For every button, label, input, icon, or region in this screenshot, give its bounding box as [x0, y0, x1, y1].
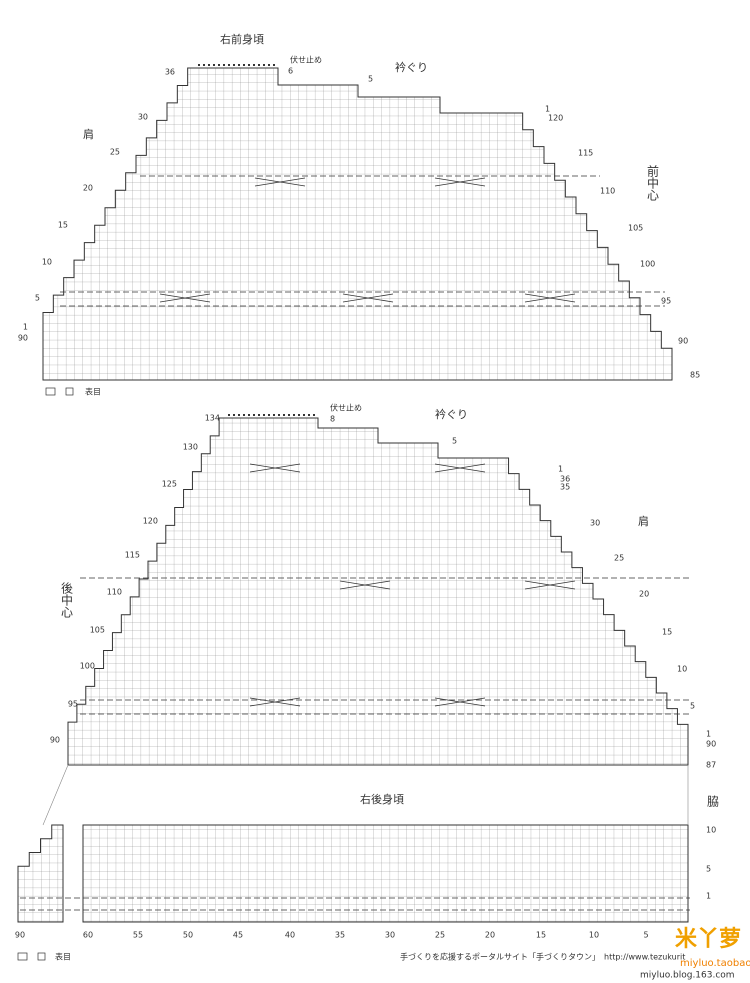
- row-label: 100: [640, 260, 655, 269]
- row-label: 1: [706, 730, 711, 739]
- row-label: 36: [165, 68, 175, 77]
- row-label: 45: [233, 931, 243, 940]
- legend-label: 表目: [55, 952, 71, 962]
- cross-mark: [254, 177, 306, 187]
- row-label: 110: [107, 588, 122, 597]
- row-label: 36: [560, 475, 570, 484]
- row-label: 25: [435, 931, 445, 940]
- row-label: 1: [706, 892, 711, 901]
- row-label: 20: [485, 931, 495, 940]
- row-label: 5: [368, 75, 373, 84]
- legend-symbol: [65, 387, 74, 396]
- row-label: 1: [558, 465, 563, 474]
- grid-shapes: [17, 64, 690, 923]
- row-label: 5: [643, 931, 648, 940]
- row-label: 90: [678, 337, 688, 346]
- row-label: 50: [183, 931, 193, 940]
- front-bind-off: 伏せ止め: [290, 55, 322, 65]
- row-label: 25: [110, 148, 120, 157]
- row-label: 10: [42, 258, 52, 267]
- front-neckline: 衿ぐり: [395, 60, 428, 74]
- back-shoulder: 肩: [638, 514, 649, 528]
- row-label: 15: [536, 931, 546, 940]
- back-side: 脇: [706, 795, 720, 808]
- cross-mark: [524, 293, 576, 303]
- legend-label: 表目: [85, 387, 101, 397]
- row-label: 115: [578, 149, 593, 158]
- row-label: 5: [452, 437, 457, 446]
- legend-symbol: [37, 952, 46, 961]
- front-center: 前中心: [646, 164, 660, 201]
- knit-grid: [67, 417, 689, 766]
- row-label: 110: [600, 187, 615, 196]
- back-center: 後中心: [60, 582, 74, 618]
- row-label: 115: [125, 551, 140, 560]
- row-label: 134: [205, 414, 220, 423]
- row-label: 87: [706, 761, 716, 770]
- back-title: 右後身頃: [360, 792, 404, 806]
- row-label: 10: [706, 826, 716, 835]
- row-label: 8: [330, 415, 335, 424]
- row-label: 125: [162, 480, 177, 489]
- row-label: 20: [83, 184, 93, 193]
- watermark-sub: miyluo.taobao: [680, 958, 750, 969]
- row-label: 15: [662, 628, 672, 637]
- row-label: 95: [68, 700, 78, 709]
- cross-mark: [434, 177, 486, 187]
- row-label: 6: [288, 67, 293, 76]
- row-label: 130: [183, 443, 198, 452]
- cross-mark: [159, 293, 211, 303]
- row-label: 20: [639, 590, 649, 599]
- front-title: 右前身頃: [220, 32, 264, 46]
- knit-grid: [82, 824, 689, 923]
- row-label: 1: [545, 105, 550, 114]
- legend-box: [45, 387, 56, 396]
- cross-mark: [249, 463, 301, 473]
- cross-mark: [524, 580, 576, 590]
- row-label: 25: [614, 554, 624, 563]
- row-label: 5: [35, 294, 40, 303]
- row-label: 95: [661, 297, 671, 306]
- row-label: 55: [133, 931, 143, 940]
- row-label: 10: [677, 665, 687, 674]
- row-label: 60: [83, 931, 93, 940]
- row-label: 35: [335, 931, 345, 940]
- watermark: 米丫萝: [675, 926, 741, 952]
- row-label: 15: [58, 221, 68, 230]
- row-label: 85: [690, 371, 700, 380]
- back-bind-off: 伏せ止め: [330, 403, 362, 413]
- row-label: 105: [628, 224, 643, 233]
- row-label: 90: [18, 334, 28, 343]
- row-label: 90: [706, 740, 716, 749]
- blog-url: miyluo.blog.163.com: [640, 971, 735, 981]
- row-label: 40: [285, 931, 295, 940]
- connector: [42, 764, 69, 826]
- row-label: 105: [90, 626, 105, 635]
- footer-text: 手づくりを応援するポータルサイト「手づくりタウン」 http://www.tez…: [400, 952, 685, 962]
- row-label: 30: [590, 519, 600, 528]
- row-label: 30: [385, 931, 395, 940]
- row-label: 90: [15, 931, 25, 940]
- row-label: 120: [143, 517, 158, 526]
- front-shoulder: 肩: [83, 127, 94, 141]
- back-neckline: 衿ぐり: [435, 407, 468, 421]
- cross-mark: [434, 463, 486, 473]
- cross-mark: [249, 697, 301, 707]
- row-label: 1: [23, 323, 28, 332]
- row-label: 10: [589, 931, 599, 940]
- legend-box: [17, 952, 28, 961]
- knit-grid: [42, 67, 673, 381]
- row-label: 120: [548, 114, 563, 123]
- row-label: 90: [50, 736, 60, 745]
- knit-grid: [17, 824, 64, 923]
- row-label: 35: [560, 483, 570, 492]
- cross-mark: [434, 697, 486, 707]
- cross-mark: [339, 580, 391, 590]
- row-label: 5: [706, 865, 711, 874]
- row-label: 100: [80, 662, 95, 671]
- row-label: 5: [690, 702, 695, 711]
- row-label: 30: [138, 113, 148, 122]
- cross-mark: [342, 293, 394, 303]
